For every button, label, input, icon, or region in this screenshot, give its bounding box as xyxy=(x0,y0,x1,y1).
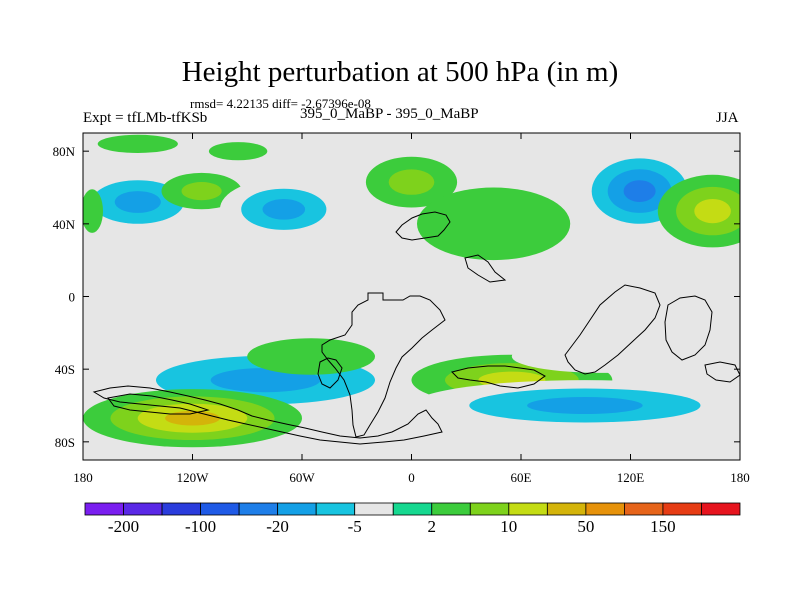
contour-fill-10-level-2 xyxy=(210,368,321,393)
colorbar-swatch-3 xyxy=(200,502,240,516)
coastline-peninsula xyxy=(317,357,343,389)
colorbar-swatch-7 xyxy=(354,502,394,516)
coastline-indonesia xyxy=(704,361,740,383)
colorbar-swatch-4 xyxy=(238,502,279,516)
contour-fill-3-level-0 xyxy=(208,142,268,161)
season-label: JJA xyxy=(716,110,739,126)
x-tick-label-4: 60E xyxy=(511,470,532,485)
y-tick-label-4: 80S xyxy=(55,435,75,450)
coastline-africa xyxy=(564,284,661,375)
contour-fill-14-level-2 xyxy=(527,397,643,414)
colorbar-swatch-8 xyxy=(392,502,433,516)
colorbar: -200 -100 -20 -5 2 10 50 150 xyxy=(84,502,741,536)
colorbar-label-1: -100 xyxy=(185,517,216,536)
y-axis: 80N 40N 0 40S 80S xyxy=(53,144,740,450)
coastline-asia-east xyxy=(664,295,713,361)
colorbar-swatch-9 xyxy=(431,502,471,516)
stats-label: rmsd= 4.22135 diff= -2.67396e-08 xyxy=(190,96,371,111)
contour-fill-16-level-0 xyxy=(83,343,135,381)
colorbar-label-5: 10 xyxy=(500,517,517,536)
experiment-label: Expt = tfLMb-tfKSb xyxy=(83,110,208,126)
contour-fill-4-level-0 xyxy=(97,134,178,153)
coastline-americas xyxy=(321,292,446,438)
colorbar-label-4: 2 xyxy=(428,517,437,536)
contour-fill-9-level-0 xyxy=(83,189,103,233)
y-tick-label-2: 0 xyxy=(69,290,76,305)
contour-fill-0-level-2 xyxy=(114,191,161,213)
x-tick-label-6: 180 xyxy=(730,470,750,485)
colorbar-swatch-10 xyxy=(469,502,510,516)
colorbar-swatch-1 xyxy=(123,502,163,516)
chart-title: Height perturbation at 500 hPa (in m) xyxy=(181,56,619,88)
contour-fill-15-level-0 xyxy=(511,340,695,373)
contour-fill-6-level-0 xyxy=(417,187,571,261)
contour-fill-12-level-0 xyxy=(247,338,375,375)
coastline-europe xyxy=(395,211,451,241)
contour-fill-1-level-1 xyxy=(181,182,222,201)
colorbar-swatch-14 xyxy=(624,502,664,516)
coastline-antarctica xyxy=(92,385,443,445)
x-tick-label-2: 60W xyxy=(289,470,315,485)
colorbar-swatch-11 xyxy=(508,502,548,516)
coastline-asia-north xyxy=(464,254,507,283)
y-tick-label-1: 40N xyxy=(53,217,76,232)
colorbar-label-2: -20 xyxy=(266,517,289,536)
coastlines xyxy=(92,211,740,445)
contour-fill-8-level-2 xyxy=(694,199,731,224)
colorbar-swatch-16 xyxy=(701,502,741,516)
contour-fills xyxy=(83,134,740,448)
colorbar-swatch-13 xyxy=(585,502,625,516)
x-tick-label-0: 180 xyxy=(73,470,93,485)
contour-fill-5-level-1 xyxy=(388,169,435,195)
colorbar-label-0: -200 xyxy=(108,517,139,536)
contour-fill-2-level-2 xyxy=(262,199,306,220)
colorbar-swatch-5 xyxy=(277,502,317,516)
colorbar-label-6: 50 xyxy=(577,517,594,536)
colorbar-swatch-2 xyxy=(161,502,201,516)
colorbar-swatch-12 xyxy=(546,502,587,516)
coastline-antarctic-inner xyxy=(107,393,210,415)
colorbar-swatch-6 xyxy=(315,502,356,516)
y-tick-label-3: 40S xyxy=(55,362,75,377)
colorbar-swatch-15 xyxy=(662,502,702,516)
y-tick-label-0: 80N xyxy=(53,144,76,159)
x-tick-label-3: 0 xyxy=(408,470,415,485)
colorbar-label-3: -5 xyxy=(348,517,362,536)
period-label: 395_0_MaBP - 395_0_MaBP xyxy=(300,106,479,122)
colorbar-swatch-0 xyxy=(84,502,124,516)
x-tick-label-1: 120W xyxy=(177,470,210,485)
colorbar-label-7: 150 xyxy=(650,517,676,536)
contour-fill-7-level-3 xyxy=(623,180,656,203)
x-axis: 180 120W 60W 0 60E 120E 180 xyxy=(73,133,750,485)
x-tick-label-5: 120E xyxy=(617,470,645,485)
coastline-australia xyxy=(451,365,546,389)
